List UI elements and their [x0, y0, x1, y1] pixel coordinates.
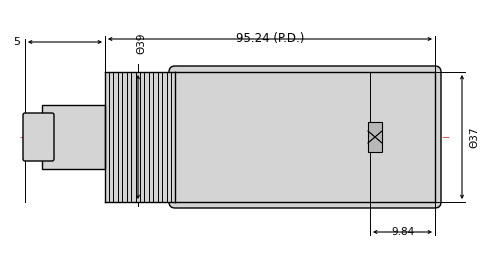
- Bar: [368, 122, 382, 152]
- Text: 9.84: 9.84: [391, 227, 414, 237]
- Text: Θ39: Θ39: [136, 32, 146, 54]
- Text: 95.24 (P.D.): 95.24 (P.D.): [236, 32, 304, 45]
- FancyBboxPatch shape: [169, 66, 441, 208]
- FancyBboxPatch shape: [23, 113, 54, 161]
- Bar: [42, 105, 105, 169]
- Text: 5: 5: [13, 37, 20, 47]
- Text: Θ37: Θ37: [469, 126, 479, 148]
- Bar: [105, 72, 175, 202]
